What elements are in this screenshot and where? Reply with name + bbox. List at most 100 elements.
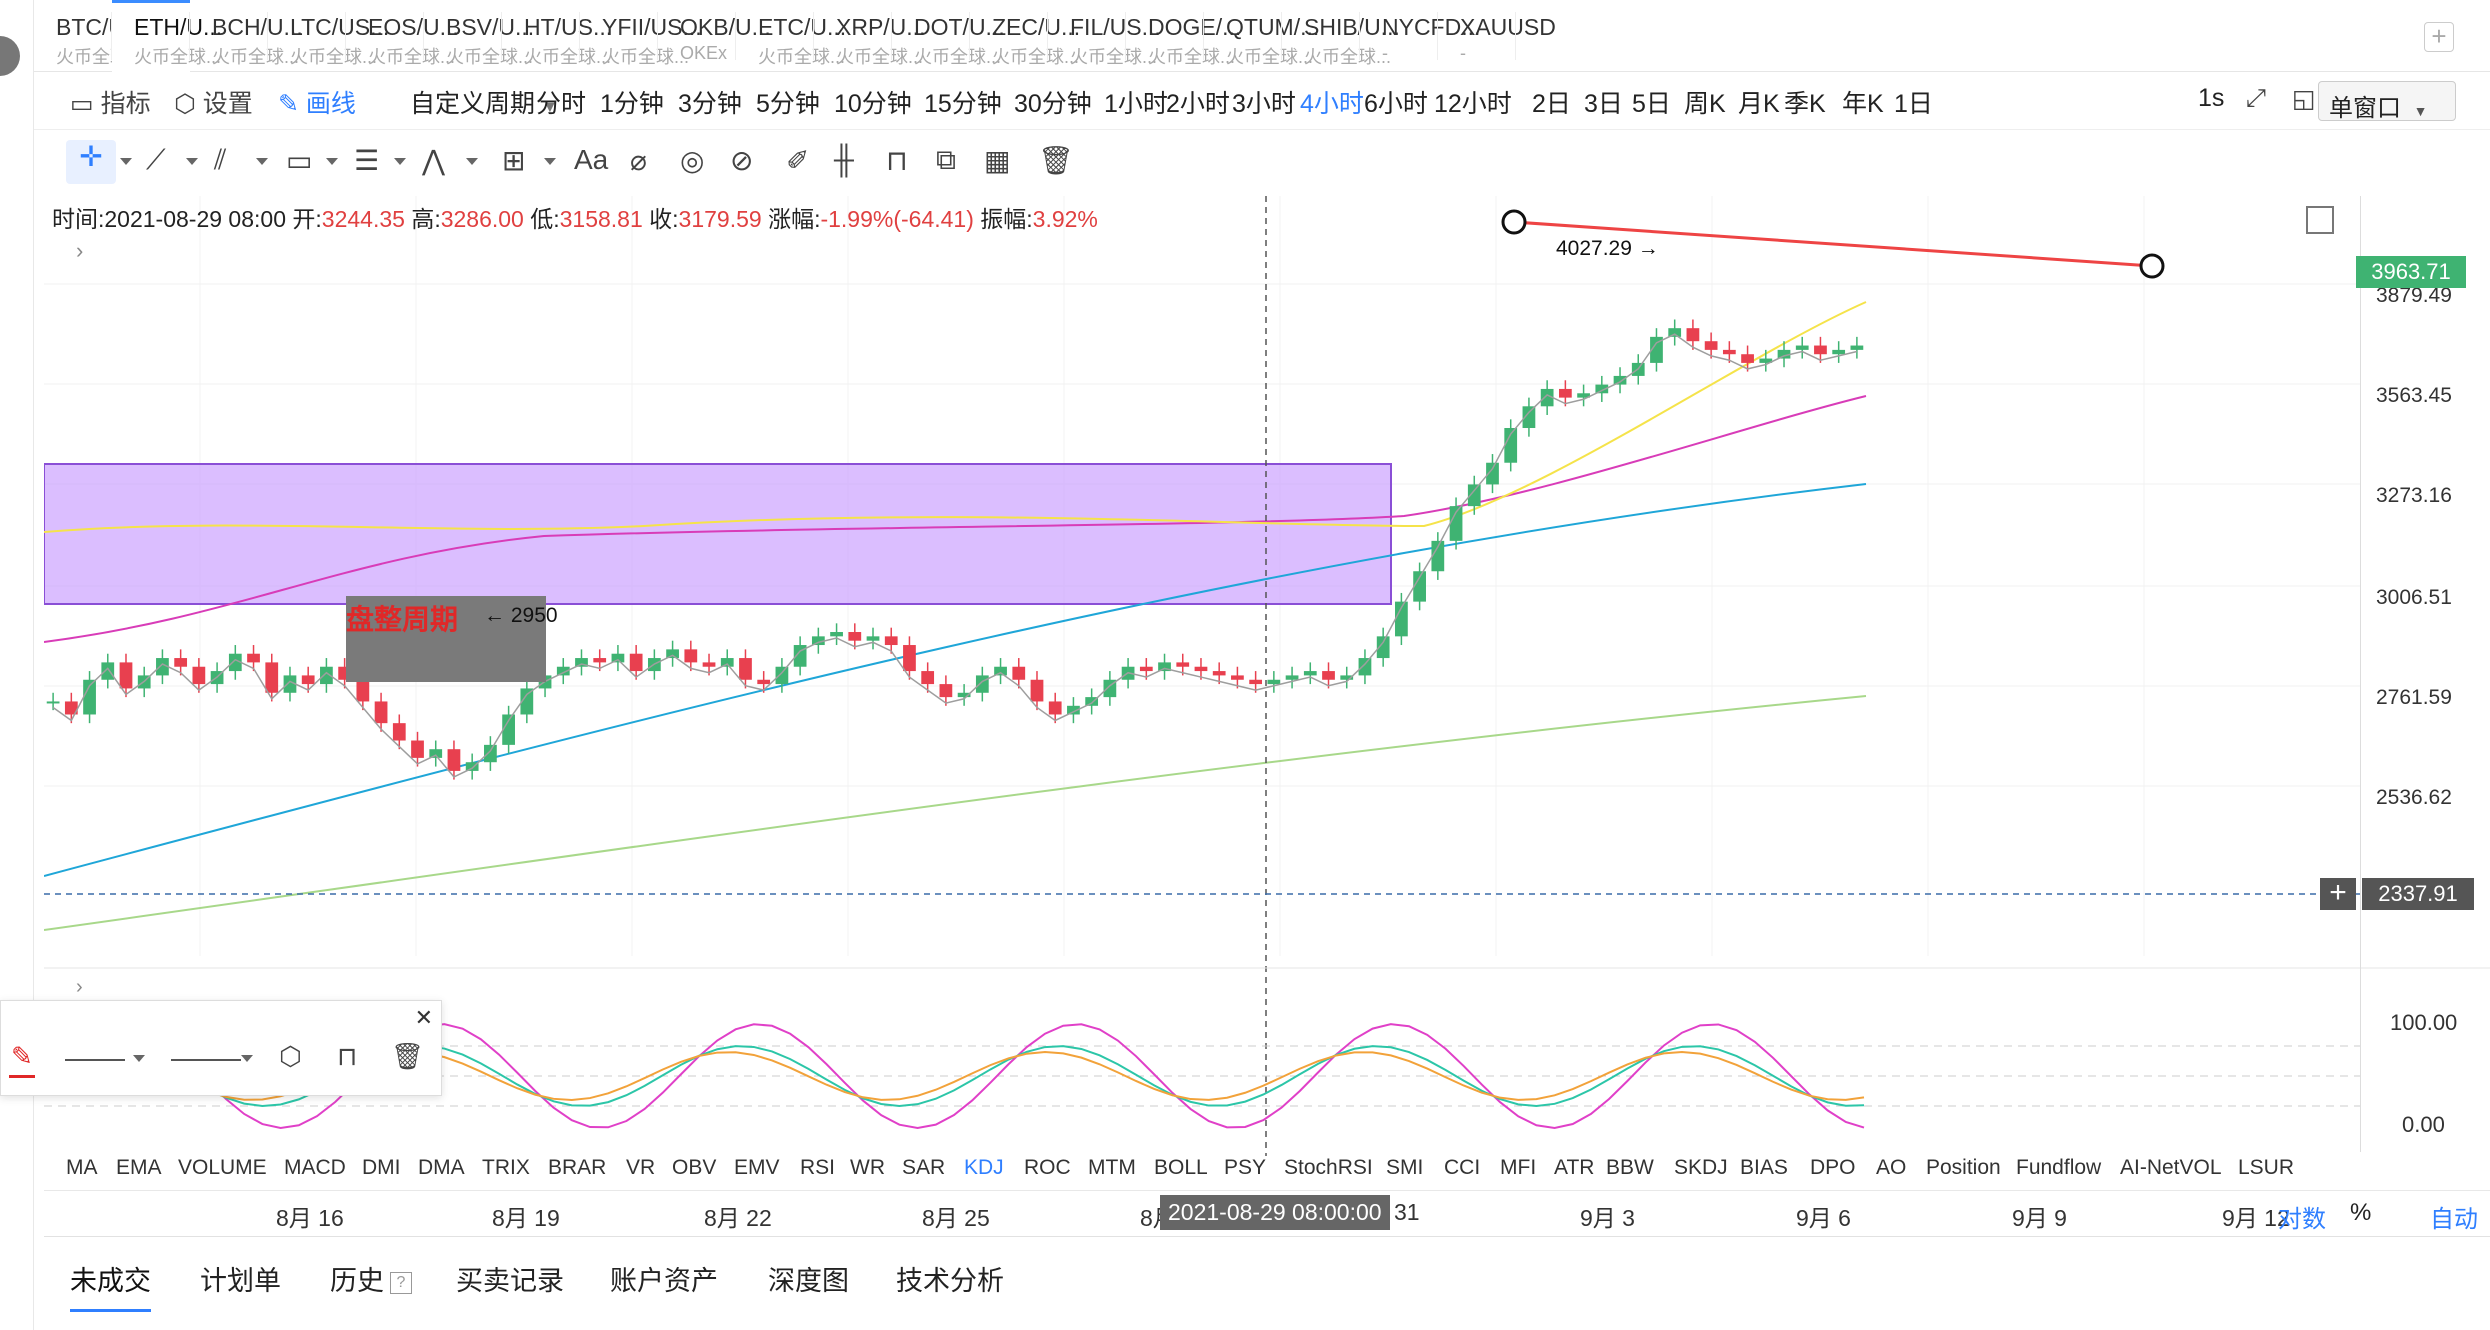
custom-period-dropdown[interactable]: 自定义周期 ▼ <box>410 90 558 118</box>
ticker-tab[interactable]: EOS/U... 火币全球... <box>346 0 459 72</box>
trash-icon[interactable]: 🗑 <box>1038 145 1074 176</box>
ticker-tab[interactable]: ZEC/U... 火币全球... <box>970 0 1080 72</box>
ticker-tab[interactable]: ETC/U... 火币全球... <box>736 0 846 72</box>
order-tab[interactable]: 计划单 <box>200 1266 281 1296</box>
indicator-tab[interactable]: SKDJ <box>1674 1156 1728 1179</box>
caret-down-icon[interactable] <box>186 158 198 165</box>
indicator-tab[interactable]: BRAR <box>548 1156 607 1179</box>
order-tab[interactable]: 技术分析 <box>896 1266 1004 1296</box>
draw-button[interactable]: ✎ 画线 <box>278 90 356 118</box>
ticker-tab[interactable]: YFII/US... 火币全球... <box>580 0 702 72</box>
parallel-channel-icon[interactable]: ⫽ <box>214 144 227 175</box>
gear-icon[interactable]: ⬡ <box>279 1041 302 1071</box>
rectangle-tool-icon[interactable]: ▭ <box>286 145 313 176</box>
percent-scale-toggle[interactable]: % <box>2350 1199 2372 1226</box>
period-option[interactable]: 30分钟 <box>1014 90 1092 118</box>
fullscreen-icon[interactable]: ⤢ <box>2246 84 2267 112</box>
ticker-tab[interactable]: LTC/US... 火币全球... <box>268 0 389 72</box>
indicator-tab[interactable]: EMV <box>734 1156 780 1179</box>
caret-down-icon[interactable] <box>241 1055 253 1062</box>
ticker-tab[interactable]: BTC/U... 火币全球... <box>34 0 144 72</box>
period-option[interactable]: 周K <box>1684 90 1726 118</box>
line-width-select[interactable] <box>171 1059 241 1061</box>
indicator-tab[interactable]: CCI <box>1444 1156 1481 1179</box>
indicator-tab[interactable]: DMA <box>418 1156 465 1179</box>
pen-color-icon[interactable]: ✎ <box>11 1041 33 1071</box>
caret-down-icon[interactable] <box>544 158 556 165</box>
period-option[interactable]: 1小时 <box>1104 90 1168 118</box>
indicators-button[interactable]: ▭ 指标 <box>70 90 151 118</box>
lock-tool-icon[interactable]: ⊓ <box>886 145 908 176</box>
indicator-tab[interactable]: AI-NetVOL <box>2120 1156 2222 1179</box>
ticker-tab[interactable]: HT/US... 火币全球... <box>502 0 612 72</box>
ticker-tab[interactable]: BCH/U... 火币全球... <box>190 0 303 72</box>
ruler-measure-icon[interactable]: ╫ <box>834 144 854 175</box>
wave-tool-icon[interactable]: ⋀ <box>422 145 445 176</box>
pattern-tool-icon[interactable]: ⊞ <box>502 145 526 176</box>
period-option[interactable]: 15分钟 <box>924 90 1002 118</box>
add-tab-button[interactable]: + <box>2424 22 2454 52</box>
indicator-tab[interactable]: StochRSI <box>1284 1156 1373 1179</box>
chevron-right-icon[interactable]: › <box>76 976 83 998</box>
period-option[interactable]: 5分钟 <box>756 90 820 118</box>
ticker-tab[interactable]: DOT/U... 火币全球... <box>892 0 1005 72</box>
brush-tool-icon[interactable]: ⌀ <box>630 145 647 176</box>
line-style-select[interactable] <box>65 1059 125 1061</box>
period-option[interactable]: 2小时 <box>1166 90 1230 118</box>
indicator-tab[interactable]: DPO <box>1810 1156 1856 1179</box>
caret-down-icon[interactable] <box>326 158 338 165</box>
indicator-tab[interactable]: ROC <box>1024 1156 1071 1179</box>
indicator-tab[interactable]: BIAS <box>1740 1156 1788 1179</box>
consolidation-label-box[interactable]: 盘整周期 <box>346 596 546 682</box>
window-icon[interactable]: ◱ <box>2292 85 2316 113</box>
indicator-tab[interactable]: VR <box>626 1156 656 1179</box>
window-mode-select[interactable]: 单窗口 ▼ <box>2318 81 2456 122</box>
order-tab[interactable]: 历史? <box>330 1259 412 1298</box>
copy-tool-icon[interactable]: ⧉ <box>936 144 956 175</box>
indicator-tab[interactable]: PSY <box>1224 1156 1267 1179</box>
order-tab[interactable]: 买卖记录 <box>456 1266 564 1296</box>
caret-down-icon[interactable] <box>120 158 132 165</box>
trendline-tool-icon[interactable]: ⟋ <box>146 144 166 175</box>
order-tab[interactable]: 未成交 <box>70 1259 151 1312</box>
period-option[interactable]: 4小时 <box>1300 90 1364 118</box>
period-option[interactable]: 3分钟 <box>678 90 742 118</box>
indicator-tab[interactable]: DMI <box>362 1156 401 1179</box>
period-option[interactable]: 2日 <box>1532 90 1571 118</box>
indicator-tab[interactable]: OBV <box>672 1156 717 1179</box>
expand-icon[interactable] <box>2306 206 2334 234</box>
ticker-tab[interactable]: BSV/U... 火币全球... <box>424 0 534 72</box>
indicator-tab[interactable]: AO <box>1876 1156 1907 1179</box>
indicator-tab[interactable]: SAR <box>902 1156 946 1179</box>
period-option[interactable]: 分时 <box>536 90 587 118</box>
magnet-tool-icon[interactable]: ◎ <box>680 145 705 176</box>
auto-scale-toggle[interactable]: 自动 <box>2430 1206 2478 1233</box>
indicator-tab[interactable]: EMA <box>116 1156 162 1179</box>
help-icon[interactable]: ? <box>390 1271 412 1294</box>
caret-down-icon[interactable] <box>394 158 406 165</box>
eraser-tool-icon[interactable]: ✐ <box>786 145 810 176</box>
log-scale-toggle[interactable]: 对数 <box>2278 1206 2326 1233</box>
ticker-tab[interactable]: DOGE/... 火币全球... <box>1126 0 1241 72</box>
indicator-tab[interactable]: VOLUME <box>178 1156 267 1179</box>
crosshair-tool-icon[interactable]: ✛ <box>66 140 116 184</box>
indicator-tab[interactable]: SMI <box>1386 1156 1424 1179</box>
period-option[interactable]: 10分钟 <box>834 90 912 118</box>
indicator-tab[interactable]: BBW <box>1606 1156 1654 1179</box>
close-icon[interactable]: ✕ <box>414 1005 433 1030</box>
caret-down-icon[interactable] <box>256 158 268 165</box>
ticker-tab[interactable]: XRP/U... 火币全球... <box>814 0 925 72</box>
ticker-tab[interactable]: ETH/U... 火币全球... <box>112 0 222 72</box>
period-option[interactable]: 6小时 <box>1364 90 1428 118</box>
ticker-tab[interactable]: SHIB/U... 火币全球... <box>1282 0 1400 72</box>
order-tab[interactable]: 深度图 <box>768 1266 849 1296</box>
chevron-right-icon[interactable]: › <box>76 238 84 263</box>
indicator-tab[interactable]: MACD <box>284 1156 346 1179</box>
indicator-tab[interactable]: MFI <box>1500 1156 1537 1179</box>
indicator-tab[interactable]: WR <box>850 1156 885 1179</box>
period-option[interactable]: 月K <box>1738 90 1780 118</box>
indicator-tab[interactable]: MTM <box>1088 1156 1136 1179</box>
indicator-tab[interactable]: ATR <box>1554 1156 1595 1179</box>
period-option[interactable]: 3日 <box>1584 90 1623 118</box>
indicator-tab[interactable]: Fundflow <box>2016 1156 2102 1179</box>
